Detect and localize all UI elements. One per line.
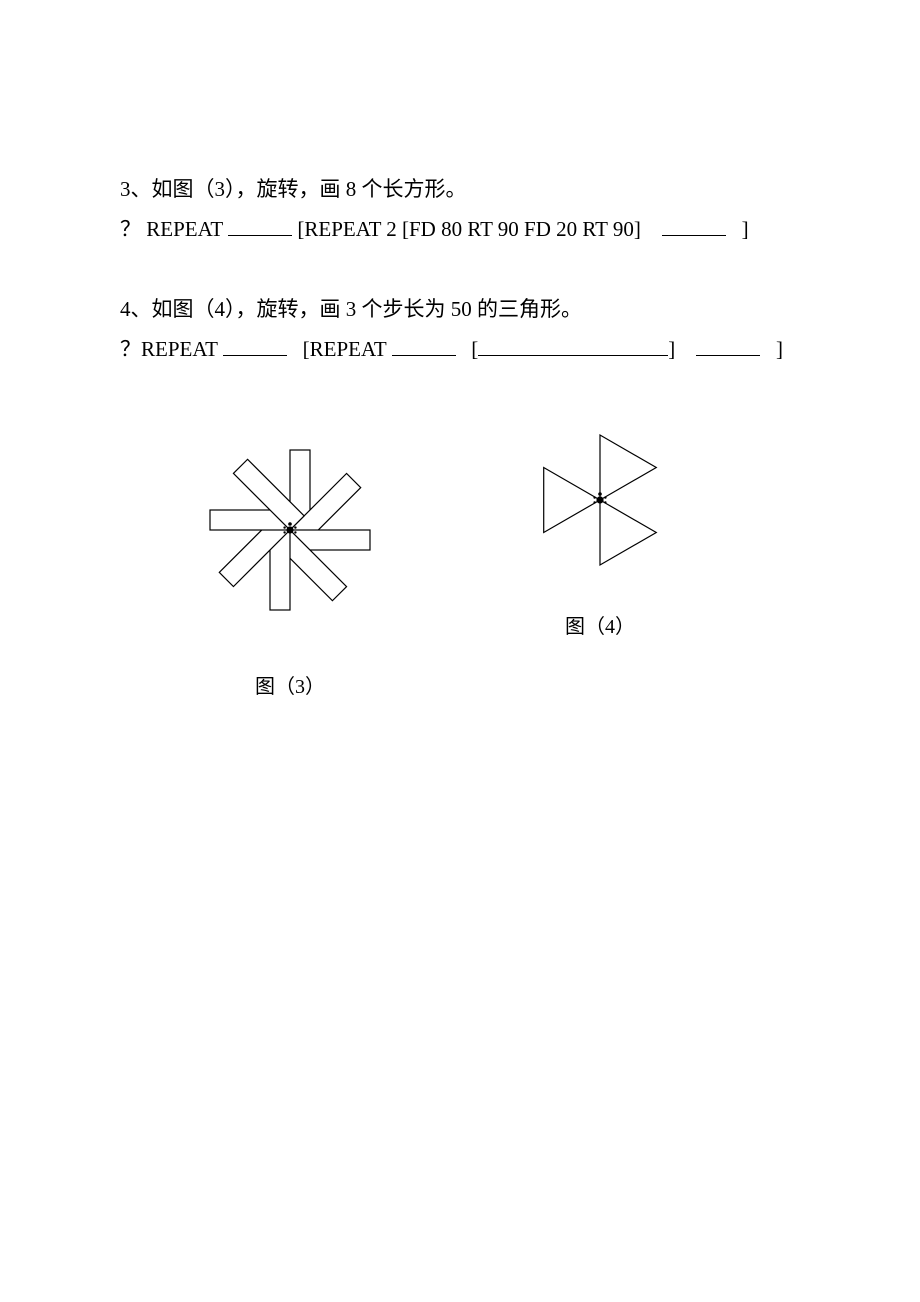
q3-blank-2[interactable] <box>662 214 726 236</box>
q4-code-line: ？REPEAT [REPEAT [] ] <box>120 330 800 370</box>
figure-3-caption: 图（3） <box>160 668 420 706</box>
figure-4-caption: 图（4） <box>500 608 700 646</box>
q4-blank-2[interactable] <box>392 334 456 356</box>
q3-code-line: ？ REPEAT [REPEAT 2 [FD 80 RT 90 FD 20 RT… <box>120 210 800 250</box>
q3-code-suffix: ] <box>742 217 749 241</box>
q3-blank-1[interactable] <box>228 214 292 236</box>
figures-row: 图（3） 图（4） <box>120 400 800 720</box>
page: 3、如图（3），旋转，画 8 个长方形。 ？ REPEAT [REPEAT 2 … <box>0 0 920 1302</box>
figure-4-svg <box>500 400 700 600</box>
q4-code-mid2: [ <box>471 337 478 361</box>
q4-blank-4[interactable] <box>696 334 760 356</box>
q4-code-prefix: ？REPEAT <box>120 337 218 361</box>
q3-prompt: 3、如图（3），旋转，画 8 个长方形。 <box>120 170 800 210</box>
q4-prompt: 4、如图（4），旋转，画 3 个步长为 50 的三角形。 <box>120 290 800 330</box>
question-3: 3、如图（3），旋转，画 8 个长方形。 ？ REPEAT [REPEAT 2 … <box>120 170 800 250</box>
q3-code-mid: [REPEAT 2 [FD 80 RT 90 FD 20 RT 90] <box>297 217 640 241</box>
q4-code-mid3: ] <box>668 337 675 361</box>
q4-blank-1[interactable] <box>223 334 287 356</box>
figure-4: 图（4） <box>500 400 700 646</box>
figure-3: 图（3） <box>160 400 420 706</box>
q3-code-prefix: ？ REPEAT <box>120 217 223 241</box>
question-4: 4、如图（4），旋转，画 3 个步长为 50 的三角形。 ？REPEAT [RE… <box>120 290 800 370</box>
q4-code-mid1: [REPEAT <box>303 337 387 361</box>
figure-3-svg <box>160 400 420 660</box>
q4-code-suffix: ] <box>776 337 783 361</box>
q4-blank-3[interactable] <box>478 334 668 356</box>
